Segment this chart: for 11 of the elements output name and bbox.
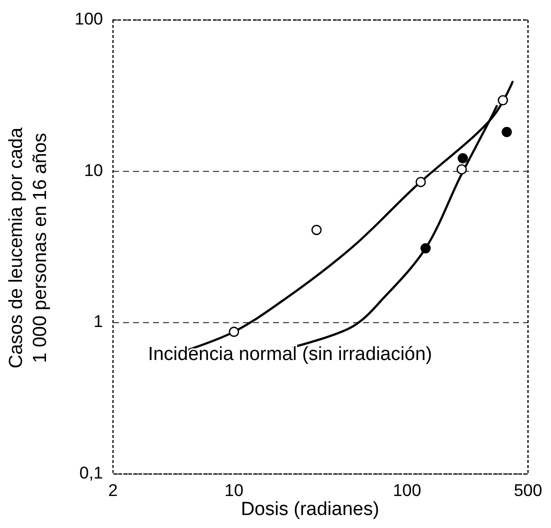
y-tick-label: 0,1 bbox=[79, 463, 103, 482]
annotation: Incidencia normal (sin irradiación) bbox=[148, 344, 432, 365]
x-tick-label: 2 bbox=[108, 481, 118, 500]
y-tick-label: 100 bbox=[74, 9, 103, 28]
y-tick-label: 1 bbox=[94, 312, 103, 332]
x-tick-label: 500 bbox=[514, 481, 542, 500]
x-tick-label: 100 bbox=[392, 481, 422, 500]
y-tick-label: 10 bbox=[84, 160, 103, 180]
x-tick-label: 10 bbox=[224, 481, 244, 500]
y-axis-title: Casos de leucemia por cada 1 000 personas en 16 años bbox=[6, 127, 51, 368]
x-axis-title: Dosis (radianes) bbox=[240, 499, 380, 520]
